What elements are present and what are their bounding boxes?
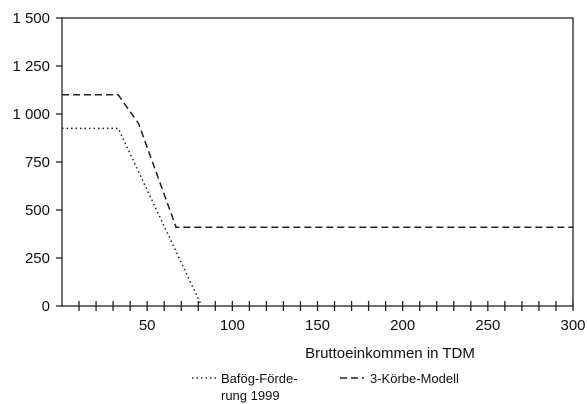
x-tick-label: 100 xyxy=(220,317,245,334)
y-tick-label: 500 xyxy=(25,202,50,219)
series-line-bafoeg xyxy=(62,127,203,307)
series-line-koerbe xyxy=(62,94,573,229)
y-tick-label: 1 250 xyxy=(12,58,50,75)
x-axis-title: Bruttoeinkommen in TDM xyxy=(305,345,475,362)
y-tick-label: 250 xyxy=(25,250,50,267)
x-tick-label: 300 xyxy=(560,317,585,334)
legend-label-bafoeg-line2: rung 1999 xyxy=(221,388,280,403)
x-tick-label: 150 xyxy=(305,317,330,334)
x-tick-label: 50 xyxy=(139,317,156,334)
axes xyxy=(61,17,574,307)
legend-label-koerbe: 3-Körbe-Modell xyxy=(370,371,459,386)
y-tick-label: 1 000 xyxy=(12,106,50,123)
series-layer xyxy=(62,94,573,307)
x-tick-label: 250 xyxy=(475,317,500,334)
y-axis-ticks: 0 250 500 750 1 000 1 250 1 500 xyxy=(12,10,62,315)
x-axis-ticks: 50 100 150 200 250 300 xyxy=(78,301,586,334)
plot-frame xyxy=(61,17,574,307)
legend-label-bafoeg-line1: Bafög-Förde- xyxy=(221,371,298,386)
y-tick-label: 0 xyxy=(42,298,50,315)
y-tick-label: 1 500 xyxy=(12,10,50,27)
x-tick-label: 200 xyxy=(390,317,415,334)
legend: Bafög-Förde- rung 1999 3-Körbe-Modell xyxy=(192,371,459,403)
y-tick-label: 750 xyxy=(25,154,50,171)
